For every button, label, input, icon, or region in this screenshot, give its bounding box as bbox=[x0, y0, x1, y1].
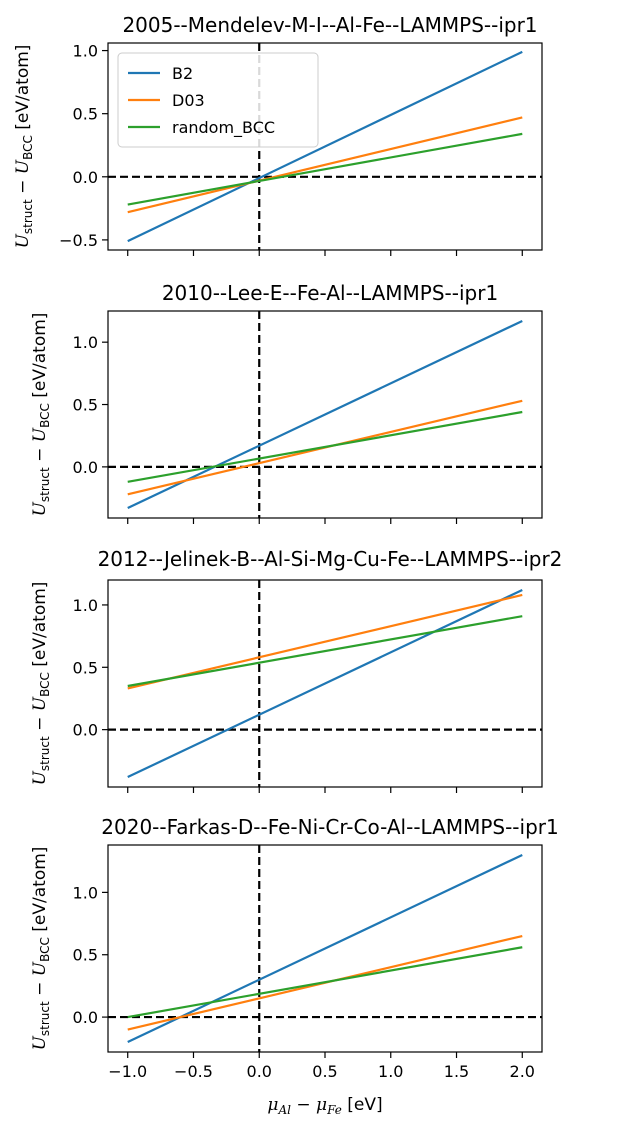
y-axis-label-part: [eV/atom] bbox=[30, 847, 50, 938]
x-tick-label: 1.0 bbox=[378, 1062, 403, 1081]
series-line-b2 bbox=[127, 853, 523, 1044]
series-line-d03 bbox=[127, 593, 523, 690]
legend-label: D03 bbox=[172, 91, 205, 110]
y-axis-label-part: struct bbox=[38, 1001, 52, 1036]
y-axis-label-part: BCC bbox=[38, 937, 52, 962]
y-axis-label-part: − bbox=[13, 174, 33, 199]
legend-label: B2 bbox=[172, 64, 193, 83]
chart-title: 2012--Jelinek-B--Al-Si-Mg-Cu-Fe--LAMMPS-… bbox=[98, 547, 563, 571]
x-tick-label: 0.0 bbox=[247, 1062, 272, 1081]
x-tick-label: −1.0 bbox=[108, 1062, 147, 1081]
y-axis-label-part: [eV/atom] bbox=[30, 313, 50, 404]
y-axis-label-part: struct bbox=[38, 736, 52, 771]
x-axis-label-part: [eV] bbox=[342, 1095, 383, 1115]
y-tick-label: 0.5 bbox=[73, 946, 98, 965]
y-axis-label-part: U bbox=[30, 770, 50, 785]
legend: B2 D03 random_BCC bbox=[117, 52, 319, 148]
chart-title: 2010--Lee-E--Fe-Al--LAMMPS--ipr1 bbox=[162, 281, 498, 305]
y-tick-label: 0.5 bbox=[73, 658, 98, 677]
legend-label: random_BCC bbox=[172, 118, 275, 138]
series-line-random-bcc bbox=[127, 410, 523, 483]
y-tick-label: 0.5 bbox=[73, 396, 98, 415]
y-axis-label-part: U bbox=[13, 159, 33, 174]
y-axis-label: Ustruct − UBCC [eV/atom] bbox=[30, 582, 52, 786]
y-tick-label: 1.0 bbox=[73, 333, 98, 352]
y-axis-label-part: struct bbox=[21, 199, 35, 234]
x-axis-label-part: μ bbox=[316, 1095, 327, 1115]
x-axis-label-part: μ bbox=[267, 1095, 278, 1115]
series-line-random-bcc bbox=[127, 615, 523, 688]
y-axis-label: Ustruct − UBCC [eV/atom] bbox=[13, 45, 35, 249]
x-axis-label-part: Fe bbox=[326, 1103, 342, 1117]
y-tick-label: 1.0 bbox=[73, 596, 98, 615]
chart-panel-1: 2005--Mendelev-M-I--Al-Fe--LAMMPS--ipr1 −… bbox=[13, 13, 543, 256]
y-tick-label: 0.5 bbox=[73, 105, 98, 124]
series-line-b2 bbox=[127, 319, 523, 510]
plot-area bbox=[108, 580, 542, 787]
y-axis-label-part: U bbox=[13, 233, 33, 248]
x-axis-label-part: − bbox=[291, 1095, 316, 1115]
series-line-random-bcc bbox=[127, 132, 523, 206]
y-axis-label-part: [eV/atom] bbox=[30, 582, 50, 673]
chart-panel-4: 2020--Farkas-D--Fe-Ni-Cr-Co-Al--LAMMPS--… bbox=[30, 815, 559, 1117]
y-axis-label: Ustruct − UBCC [eV/atom] bbox=[30, 847, 52, 1051]
y-axis-label-part: U bbox=[30, 501, 50, 516]
y-tick-label: 0.0 bbox=[73, 721, 98, 740]
plot-area bbox=[108, 311, 542, 518]
y-axis-label-part: U bbox=[30, 961, 50, 976]
x-tick-label: 0.5 bbox=[312, 1062, 337, 1081]
y-axis-label-part: − bbox=[30, 442, 50, 467]
y-axis-label-part: U bbox=[30, 696, 50, 711]
chart-panel-2: 2010--Lee-E--Fe-Al--LAMMPS--ipr1 0.0 0.5 1.… bbox=[30, 281, 543, 524]
x-tick-label: −0.5 bbox=[174, 1062, 213, 1081]
y-axis-label-part: U bbox=[30, 1035, 50, 1050]
x-axis-label-part: Al bbox=[277, 1103, 291, 1117]
x-tick-label: 2.0 bbox=[510, 1062, 535, 1081]
y-tick-label: 1.0 bbox=[73, 42, 98, 61]
y-axis-label-part: BCC bbox=[21, 135, 35, 160]
y-axis-label-part: − bbox=[30, 976, 50, 1001]
chart-panel-3: 2012--Jelinek-B--Al-Si-Mg-Cu-Fe--LAMMPS-… bbox=[30, 547, 562, 793]
y-axis-label: Ustruct − UBCC [eV/atom] bbox=[30, 313, 52, 517]
x-axis-label: μAl − μFe [eV] bbox=[267, 1095, 382, 1117]
series-line-random-bcc bbox=[127, 946, 523, 1019]
y-axis-label-part: BCC bbox=[38, 403, 52, 428]
chart-title: 2005--Mendelev-M-I--Al-Fe--LAMMPS--ipr1 bbox=[122, 13, 537, 37]
x-tick-label: 1.5 bbox=[444, 1062, 469, 1081]
y-axis-label-part: U bbox=[30, 427, 50, 442]
y-tick-label: 1.0 bbox=[73, 883, 98, 902]
y-axis-label-part: struct bbox=[38, 467, 52, 502]
y-tick-label: −0.5 bbox=[59, 231, 98, 250]
y-tick-label: 0.0 bbox=[73, 1008, 98, 1027]
y-axis-label-part: BCC bbox=[38, 672, 52, 697]
y-axis-label-part: − bbox=[30, 711, 50, 736]
series-line-d03 bbox=[127, 116, 523, 214]
y-axis-label-part: [eV/atom] bbox=[13, 45, 33, 136]
y-tick-label: 0.0 bbox=[73, 458, 98, 477]
y-tick-label: 0.0 bbox=[73, 168, 98, 187]
legend-box bbox=[117, 52, 319, 148]
series-line-b2 bbox=[127, 50, 523, 243]
plot-area bbox=[108, 845, 542, 1052]
chart-title: 2020--Farkas-D--Fe-Ni-Cr-Co-Al--LAMMPS--… bbox=[101, 815, 558, 839]
series-line-b2 bbox=[127, 588, 523, 779]
